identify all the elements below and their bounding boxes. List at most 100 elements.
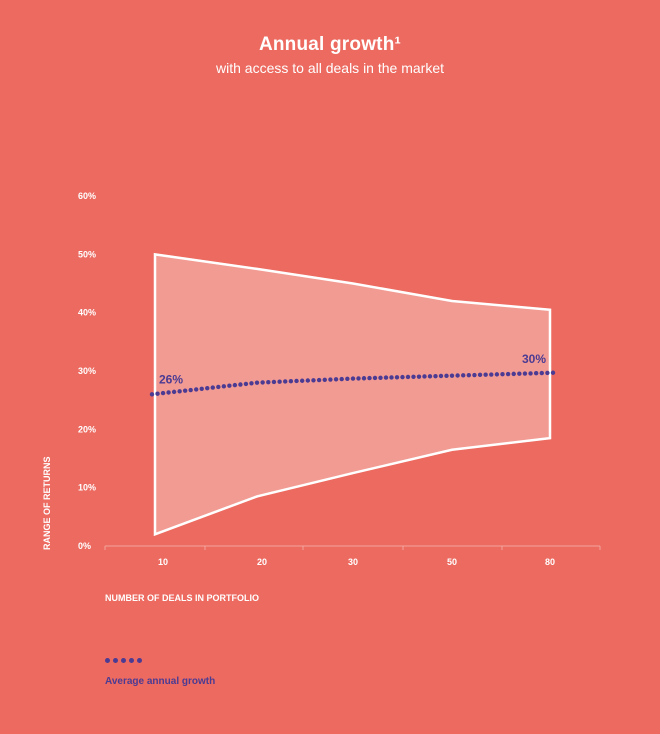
series-point [539,370,544,376]
series-point [533,371,539,376]
series-point [254,380,260,385]
series-point [394,375,400,380]
series-point [171,389,177,395]
series-point [271,379,277,385]
series-point [389,375,394,380]
series-point [199,386,204,392]
series-point [182,388,188,393]
series-point [477,372,483,378]
series-point [345,376,350,382]
average-growth-series [149,370,556,397]
y-tick-label: 10% [78,483,96,493]
series-point [367,375,372,381]
x-tick-label: 20 [257,557,267,567]
series-point [505,371,511,377]
series-point [216,384,221,390]
series-point [528,371,533,376]
series-point [227,383,232,388]
series-point [511,371,516,377]
series-point [356,376,361,381]
series-point [461,373,466,378]
series-point [283,379,288,384]
x-tick-label: 80 [545,557,555,567]
series-point [205,385,210,391]
series-point [517,371,522,376]
series-point [288,379,294,384]
series-point [522,371,528,376]
series-point [188,387,193,393]
series-point [383,375,389,380]
y-tick-label: 30% [78,366,96,376]
series-point [494,372,500,377]
series-point [433,373,438,379]
chart-subtitle: with access to all deals in the market [216,60,444,76]
legend-swatch [105,656,145,664]
series-point [238,382,243,387]
series-point [427,374,433,379]
x-axis-title: NUMBER OF DEALS IN PORTFOLIO [105,593,259,603]
series-point [194,387,199,392]
x-tick-label: 50 [447,557,457,567]
series-point [160,390,166,396]
series-point [149,392,155,397]
series-point [210,385,215,390]
y-tick-label: 40% [78,308,96,318]
data-label-start: 26% [159,372,183,386]
series-point [249,381,254,386]
y-axis-title: RANGE OF RETURNS [42,456,52,550]
chart-title: Annual growth¹ [258,34,402,55]
x-tick-label: 10 [158,557,168,567]
y-tick-label: 50% [78,249,96,259]
series-point [545,370,550,376]
series-point [266,379,271,385]
data-label-end: 30% [522,352,546,366]
series-point [444,373,449,379]
series-point [316,377,322,383]
series-point [277,379,282,384]
returns-range-area [153,252,552,537]
series-point [550,370,556,375]
y-tick-label: 0% [78,541,91,551]
y-axis-ticks: 0% 10% 20% 30% 40% 50% 60% [78,191,96,551]
series-point [328,377,333,382]
series-point [466,372,472,378]
series-point [400,374,405,380]
series-point [166,390,171,395]
series-point [311,378,316,383]
returns-range-band [153,252,552,537]
series-point [299,378,305,383]
series-point [322,377,327,382]
data-labels: 26% 30% [159,352,546,387]
series-point [232,382,238,388]
series-point [339,376,344,382]
series-point [455,373,460,378]
series-point [449,373,455,378]
series-point [333,377,339,382]
series-point [294,378,299,384]
series-point [405,374,411,380]
series-point [305,378,311,383]
x-tick-label: 30 [348,557,358,567]
series-point [483,372,488,377]
series-point [243,381,249,387]
series-point [422,374,427,379]
series-point [155,391,160,396]
series-point [416,374,422,379]
series-point [411,374,416,380]
series-point [378,375,383,380]
legend-label: Average annual growth [105,676,216,687]
series-point [260,380,265,385]
series-point [361,376,367,381]
series-point [472,372,477,378]
y-tick-label: 20% [78,424,96,434]
series-point [350,376,356,381]
series-point [489,372,494,377]
series-point [177,389,182,394]
series-point [438,373,444,379]
x-axis: 10 20 30 50 80 [104,545,601,567]
series-point [372,375,378,381]
series-point [500,372,505,377]
y-tick-label: 60% [78,191,96,201]
series-point [221,384,227,389]
